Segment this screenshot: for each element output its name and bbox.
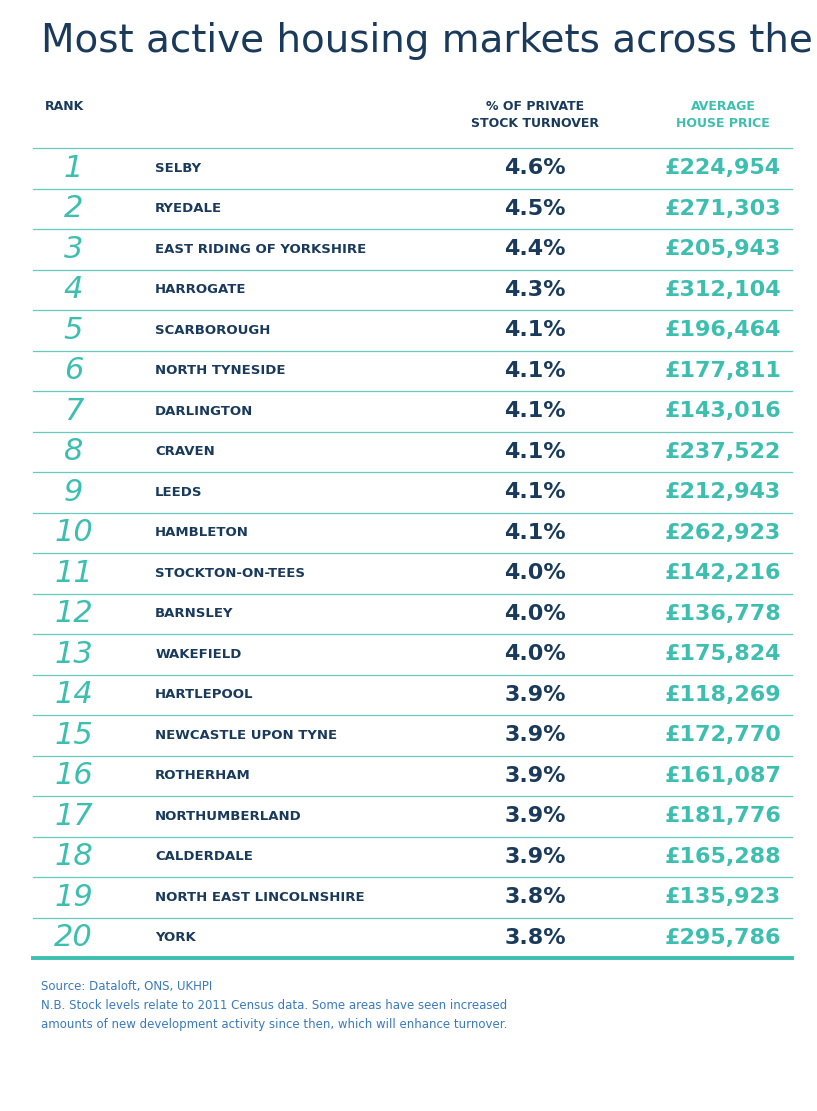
Text: CRAVEN: CRAVEN <box>155 446 215 458</box>
Text: YORK: YORK <box>155 931 196 944</box>
Text: NORTHUMBERLAND: NORTHUMBERLAND <box>155 810 302 823</box>
Text: SCARBOROUGH: SCARBOROUGH <box>155 323 270 337</box>
Text: 4.4%: 4.4% <box>504 239 566 259</box>
Text: EAST RIDING OF YORKSHIRE: EAST RIDING OF YORKSHIRE <box>155 242 367 256</box>
Text: LEEDS: LEEDS <box>155 486 203 499</box>
Text: 4.1%: 4.1% <box>504 361 566 381</box>
Text: 3.9%: 3.9% <box>504 807 566 827</box>
Text: £181,776: £181,776 <box>664 807 782 827</box>
Text: 9: 9 <box>64 478 83 507</box>
Text: ROTHERHAM: ROTHERHAM <box>155 769 251 782</box>
Text: £136,778: £136,778 <box>665 603 781 623</box>
Text: % OF PRIVATE
STOCK TURNOVER: % OF PRIVATE STOCK TURNOVER <box>471 100 599 130</box>
Text: NORTH EAST LINCOLNSHIRE: NORTH EAST LINCOLNSHIRE <box>155 891 365 903</box>
Text: 11: 11 <box>54 559 93 588</box>
Text: 4.1%: 4.1% <box>504 482 566 502</box>
Text: 19: 19 <box>54 883 93 912</box>
Text: 18: 18 <box>54 842 93 871</box>
Text: DARLINGTON: DARLINGTON <box>155 404 253 418</box>
Text: HARTLEPOOL: HARTLEPOOL <box>155 688 254 701</box>
Text: Source: Dataloft, ONS, UKHPI
N.B. Stock levels relate to 2011 Census data. Some : Source: Dataloft, ONS, UKHPI N.B. Stock … <box>41 980 507 1031</box>
Text: 10: 10 <box>54 518 93 548</box>
Text: £295,786: £295,786 <box>665 928 781 948</box>
Text: HAMBLETON: HAMBLETON <box>155 527 249 539</box>
Text: £161,087: £161,087 <box>664 765 782 785</box>
Text: 12: 12 <box>54 599 93 628</box>
Text: RANK: RANK <box>45 100 84 113</box>
Text: 5: 5 <box>64 316 83 344</box>
Text: 4.6%: 4.6% <box>504 158 566 178</box>
Text: NORTH TYNESIDE: NORTH TYNESIDE <box>155 364 286 378</box>
Text: £212,943: £212,943 <box>665 482 781 502</box>
Text: SELBY: SELBY <box>155 162 201 174</box>
Text: STOCKTON-ON-TEES: STOCKTON-ON-TEES <box>155 567 306 580</box>
Text: 3.9%: 3.9% <box>504 765 566 785</box>
Text: £312,104: £312,104 <box>665 280 781 300</box>
Text: £135,923: £135,923 <box>665 888 781 908</box>
Text: £175,824: £175,824 <box>665 644 781 664</box>
Text: 4.0%: 4.0% <box>504 563 566 583</box>
Text: £271,303: £271,303 <box>665 199 781 219</box>
Text: 4.1%: 4.1% <box>504 320 566 340</box>
Text: 17: 17 <box>54 802 93 831</box>
Text: £205,943: £205,943 <box>665 239 781 259</box>
Text: 4.0%: 4.0% <box>504 644 566 664</box>
Text: 3.9%: 3.9% <box>504 684 566 704</box>
Text: NEWCASTLE UPON TYNE: NEWCASTLE UPON TYNE <box>155 729 337 742</box>
Text: 1: 1 <box>64 153 83 182</box>
Text: £142,216: £142,216 <box>665 563 781 583</box>
Text: 3.8%: 3.8% <box>504 928 566 948</box>
Text: 3.8%: 3.8% <box>504 888 566 908</box>
Text: 4.5%: 4.5% <box>504 199 566 219</box>
Text: 4.1%: 4.1% <box>504 401 566 421</box>
Text: RYEDALE: RYEDALE <box>155 202 222 216</box>
Text: WAKEFIELD: WAKEFIELD <box>155 648 242 661</box>
Text: £172,770: £172,770 <box>664 725 782 745</box>
Text: £262,923: £262,923 <box>665 523 781 543</box>
Text: 2: 2 <box>64 194 83 223</box>
Text: £143,016: £143,016 <box>665 401 781 421</box>
Text: 8: 8 <box>64 438 83 467</box>
Text: 7: 7 <box>64 397 83 426</box>
Text: 14: 14 <box>54 680 93 709</box>
Text: £196,464: £196,464 <box>665 320 781 340</box>
Text: 4.0%: 4.0% <box>504 603 566 623</box>
Text: £177,811: £177,811 <box>664 361 782 381</box>
Text: £165,288: £165,288 <box>665 847 781 867</box>
Text: HARROGATE: HARROGATE <box>155 283 247 297</box>
Text: 3.9%: 3.9% <box>504 847 566 867</box>
Text: 13: 13 <box>54 640 93 669</box>
Text: 4.1%: 4.1% <box>504 442 566 462</box>
Text: 3: 3 <box>64 234 83 263</box>
Text: Most active housing markets across the region: Most active housing markets across the r… <box>41 22 817 60</box>
Text: 15: 15 <box>54 721 93 750</box>
Text: AVERAGE
HOUSE PRICE: AVERAGE HOUSE PRICE <box>676 100 770 130</box>
Text: £224,954: £224,954 <box>665 158 781 178</box>
Text: 4: 4 <box>64 276 83 304</box>
Text: BARNSLEY: BARNSLEY <box>155 608 234 620</box>
Text: CALDERDALE: CALDERDALE <box>155 850 253 863</box>
Text: 4.1%: 4.1% <box>504 523 566 543</box>
Text: £118,269: £118,269 <box>665 684 781 704</box>
Text: 4.3%: 4.3% <box>504 280 566 300</box>
Text: 20: 20 <box>54 923 93 952</box>
Text: 16: 16 <box>54 761 93 790</box>
Text: 3.9%: 3.9% <box>504 725 566 745</box>
Text: 6: 6 <box>64 357 83 386</box>
Text: £237,522: £237,522 <box>665 442 781 462</box>
